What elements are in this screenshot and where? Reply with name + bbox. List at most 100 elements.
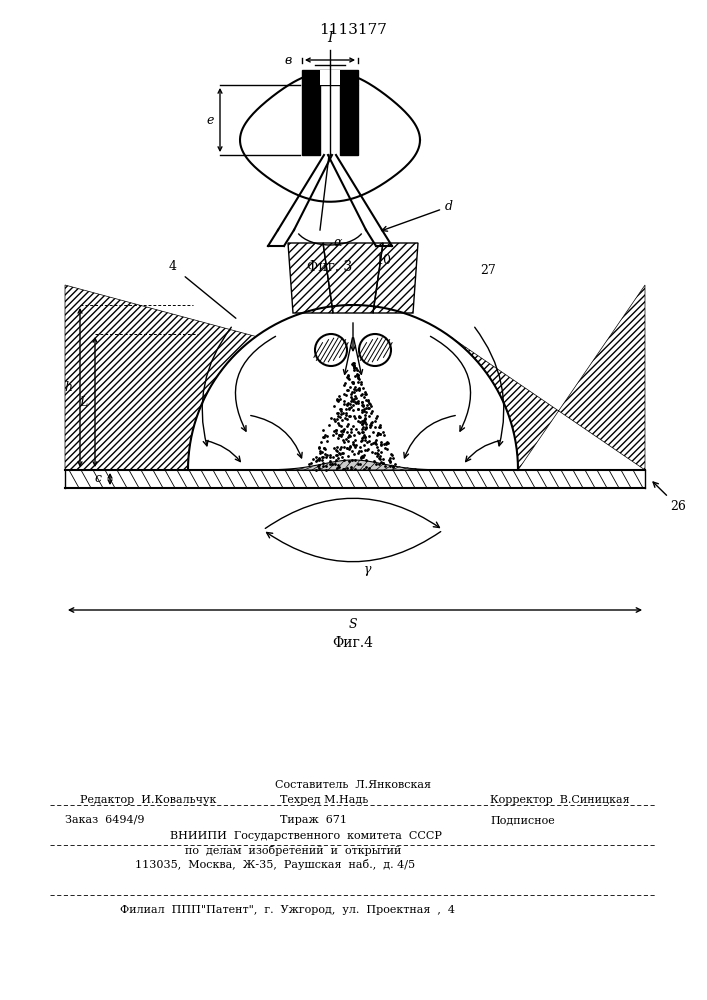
- Point: [334, 427, 346, 443]
- Point: [342, 395, 354, 411]
- Point: [352, 367, 363, 383]
- Point: [327, 449, 339, 465]
- Point: [341, 424, 353, 440]
- Point: [378, 455, 389, 471]
- Point: [355, 443, 366, 459]
- Point: [387, 447, 398, 463]
- Point: [333, 459, 344, 475]
- Point: [328, 411, 339, 427]
- Point: [373, 425, 384, 441]
- Point: [324, 447, 335, 463]
- Text: Подписное: Подписное: [490, 815, 555, 825]
- Point: [362, 400, 373, 416]
- Point: [361, 442, 373, 458]
- Text: 10: 10: [375, 253, 391, 266]
- Ellipse shape: [315, 334, 347, 366]
- Point: [351, 382, 362, 398]
- Point: [359, 407, 370, 423]
- Point: [358, 461, 370, 477]
- Point: [358, 397, 369, 413]
- Point: [378, 436, 390, 452]
- Point: [361, 434, 373, 450]
- Point: [370, 436, 382, 452]
- Point: [352, 369, 363, 385]
- Point: [359, 432, 370, 448]
- Point: [356, 413, 368, 429]
- Point: [346, 384, 358, 400]
- Point: [357, 416, 368, 432]
- Point: [387, 450, 398, 466]
- Point: [363, 428, 374, 444]
- Point: [364, 396, 375, 412]
- Point: [321, 428, 332, 444]
- Point: [352, 374, 363, 390]
- Point: [363, 400, 375, 416]
- Point: [356, 448, 368, 464]
- Point: [384, 453, 395, 469]
- Point: [354, 414, 366, 430]
- Point: [331, 392, 342, 408]
- Point: [349, 379, 361, 395]
- Point: [332, 430, 344, 446]
- Point: [337, 423, 349, 439]
- Point: [320, 462, 332, 478]
- Point: [341, 431, 352, 447]
- Point: [353, 456, 364, 472]
- Point: [339, 377, 350, 393]
- Point: [326, 410, 337, 426]
- Point: [343, 427, 354, 443]
- Point: [358, 403, 370, 419]
- Point: [375, 448, 386, 464]
- Point: [369, 413, 380, 429]
- Text: I: I: [327, 31, 333, 45]
- Point: [341, 440, 353, 456]
- Point: [356, 402, 368, 418]
- Point: [366, 403, 378, 419]
- Point: [344, 379, 356, 395]
- Point: [341, 397, 353, 413]
- Point: [359, 410, 370, 426]
- Point: [318, 449, 329, 465]
- Point: [347, 355, 358, 371]
- Point: [355, 374, 366, 390]
- Point: [351, 390, 362, 406]
- Point: [344, 408, 355, 424]
- Point: [349, 461, 361, 477]
- Point: [347, 402, 358, 418]
- Point: [318, 429, 329, 445]
- Text: d: d: [382, 200, 453, 231]
- Point: [370, 435, 381, 451]
- Point: [337, 432, 349, 448]
- Point: [383, 452, 395, 468]
- Point: [349, 359, 360, 375]
- Point: [325, 453, 336, 469]
- Point: [337, 423, 349, 439]
- Point: [343, 433, 354, 449]
- Point: [359, 429, 370, 445]
- Point: [337, 445, 349, 461]
- Point: [346, 389, 357, 405]
- Point: [320, 441, 331, 457]
- Point: [356, 394, 368, 410]
- Text: Составитель  Л.Янковская: Составитель Л.Янковская: [275, 780, 431, 790]
- Text: Корректор  В.Синицкая: Корректор В.Синицкая: [490, 795, 630, 805]
- Point: [336, 418, 347, 434]
- Point: [329, 456, 341, 472]
- Point: [380, 435, 392, 451]
- Point: [356, 432, 367, 448]
- Point: [331, 447, 342, 463]
- Point: [375, 426, 386, 442]
- Point: [381, 441, 392, 457]
- Point: [357, 380, 368, 396]
- Point: [356, 450, 367, 466]
- Point: [348, 358, 359, 374]
- Point: [361, 400, 372, 416]
- Point: [347, 393, 358, 409]
- Point: [316, 452, 327, 468]
- Point: [361, 459, 372, 475]
- Text: Техред М.Надь: Техред М.Надь: [280, 795, 368, 805]
- Point: [357, 415, 368, 431]
- Point: [356, 386, 368, 402]
- Point: [330, 422, 341, 438]
- Point: [349, 446, 360, 462]
